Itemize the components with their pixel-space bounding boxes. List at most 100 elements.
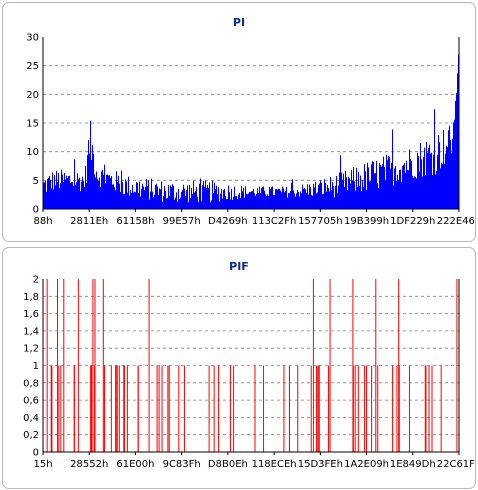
pi-bar — [191, 187, 193, 209]
pi-bar — [320, 180, 322, 209]
pi-bar — [239, 192, 241, 209]
pi-bar — [209, 182, 211, 209]
pi-bar — [408, 170, 410, 209]
pi-bar — [343, 173, 345, 209]
pi-bar — [241, 186, 243, 209]
pi-bar — [413, 178, 415, 209]
pi-bar — [424, 147, 426, 209]
pi-bar — [347, 190, 349, 209]
pi-bar — [231, 188, 233, 209]
pif-y-tick-label: 0,6 — [23, 396, 39, 407]
pi-bar — [327, 184, 329, 209]
pi-bar — [156, 183, 158, 209]
pi-bar — [264, 190, 266, 209]
pi-bar — [366, 189, 368, 209]
pi-chart: 0 5 10 15 20 25 30 88h 2811Eh 61158h 99E57h D4269h 1… — [26, 33, 475, 228]
pi-bar — [162, 201, 164, 209]
pi-bar — [73, 186, 75, 209]
pi-bar — [316, 193, 318, 209]
pi-bar — [166, 198, 168, 209]
pi-bar — [384, 166, 386, 209]
pi-bar — [134, 191, 136, 209]
pi-bar — [323, 193, 325, 209]
pi-bar — [277, 189, 279, 209]
pif-y-tick-label: 0,4 — [23, 413, 39, 424]
pi-bar — [272, 186, 274, 209]
pi-bar — [100, 187, 102, 209]
pif-y-tick-label: 1,2 — [23, 344, 39, 355]
pi-bar — [50, 180, 52, 209]
pi-bar — [185, 195, 187, 209]
pi-bar — [180, 197, 182, 209]
pi-bar — [247, 194, 249, 209]
pi-bar — [364, 164, 366, 209]
pi-bar — [175, 197, 177, 209]
pi-bar — [104, 164, 106, 209]
pi-bar — [155, 185, 157, 209]
pif-x-tick-label: 15D3FEh — [298, 459, 343, 470]
pi-bar — [293, 190, 295, 209]
pi-bar — [377, 182, 379, 209]
pi-bar — [173, 185, 175, 209]
pif-x-tick-label: 28552h — [70, 459, 108, 470]
pi-bar — [361, 191, 363, 209]
pi-bar — [353, 167, 355, 209]
pi-bar — [125, 179, 127, 209]
pi-bar — [259, 186, 261, 209]
pi-bar — [218, 187, 220, 209]
pi-bar — [328, 188, 330, 209]
pi-bar — [398, 180, 400, 209]
pi-bar — [254, 193, 256, 209]
pi-bar — [331, 190, 333, 209]
pi-bar — [236, 195, 238, 209]
pi-bar — [379, 163, 381, 209]
pi-bar — [446, 145, 448, 209]
pi-bar — [117, 182, 119, 209]
pi-bar — [355, 190, 357, 209]
pi-bar — [112, 184, 114, 209]
pi-bar — [404, 163, 406, 209]
pif-y-tick-label: 0 — [33, 448, 39, 459]
pi-bar — [357, 186, 359, 209]
pi-bar — [369, 181, 371, 209]
pi-bar — [302, 184, 304, 209]
pi-bar — [344, 186, 346, 209]
pi-bar — [423, 156, 425, 209]
pi-bar — [161, 181, 163, 209]
pi-bar — [261, 188, 263, 209]
pi-bar — [44, 182, 46, 209]
pi-bar — [146, 178, 148, 209]
pi-bar — [122, 181, 124, 209]
pi-bar — [244, 197, 246, 209]
pi-bar — [339, 172, 341, 209]
pi-bar — [140, 196, 142, 209]
pi-bar — [202, 184, 204, 209]
pi-bar — [105, 183, 107, 209]
pi-bar — [287, 197, 289, 209]
pi-bar — [375, 173, 377, 209]
pi-bar — [444, 163, 446, 209]
pi-bar — [315, 181, 317, 209]
pif-bars — [46, 279, 458, 452]
pi-bar — [299, 196, 301, 209]
pi-bar — [192, 193, 194, 209]
pi-bar — [273, 194, 275, 209]
pi-bar — [226, 199, 228, 209]
pi-bar — [230, 199, 232, 209]
pi-bar — [267, 194, 269, 209]
pi-bar — [184, 188, 186, 209]
pi-bar — [188, 202, 190, 209]
pi-bar — [197, 196, 199, 209]
pi-x-tick-label: 157705h — [298, 216, 343, 227]
pi-bar — [89, 153, 91, 209]
pi-bar — [386, 154, 388, 209]
pi-y-tick-label: 5 — [33, 176, 39, 187]
pif-y-tick-label: 1 — [33, 361, 39, 372]
pi-bar — [229, 192, 231, 209]
pi-bar — [248, 193, 250, 209]
pi-bar — [363, 186, 365, 209]
pi-bar — [397, 174, 399, 209]
pif-y-tick-label: 0,2 — [23, 430, 39, 441]
pi-bar — [381, 167, 383, 209]
pi-bar — [170, 185, 172, 209]
